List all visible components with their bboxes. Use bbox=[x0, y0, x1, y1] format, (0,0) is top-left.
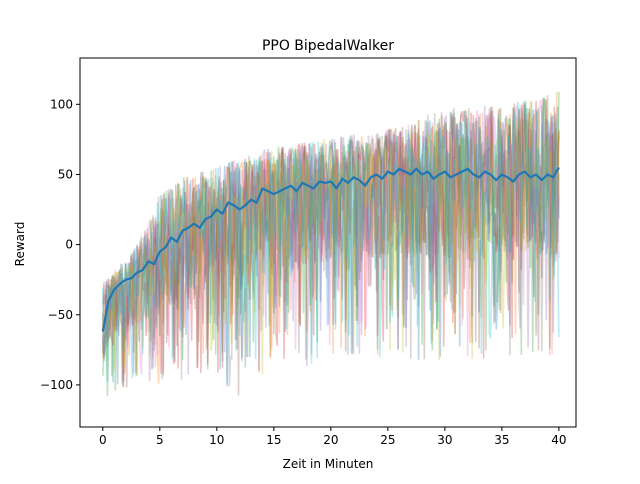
x-tick-label: 15 bbox=[266, 433, 281, 447]
background-run-line bbox=[102, 99, 560, 385]
background-run-line bbox=[102, 99, 560, 375]
y-tick-label: −50 bbox=[48, 308, 73, 322]
background-runs bbox=[102, 91, 560, 396]
y-axis-label: Reward bbox=[13, 222, 27, 267]
x-tick-label: 25 bbox=[380, 433, 395, 447]
y-tick-label: 0 bbox=[65, 238, 73, 252]
background-run-line bbox=[102, 106, 560, 387]
background-run-line bbox=[102, 97, 560, 396]
background-run-line bbox=[102, 101, 560, 387]
series-layer bbox=[101, 166, 560, 332]
background-run-line bbox=[102, 99, 560, 382]
x-tick-label: 0 bbox=[99, 433, 107, 447]
x-axis-ticks: 0 5 10 15 20 25 30 35 40 bbox=[99, 427, 567, 447]
background-run-line bbox=[102, 105, 560, 385]
plot-area-frame bbox=[79, 57, 577, 428]
x-tick-label: 10 bbox=[209, 433, 224, 447]
background-run-line bbox=[102, 100, 560, 378]
chart-title: PPO BipedalWalker bbox=[262, 38, 394, 54]
series-line bbox=[101, 166, 560, 332]
x-tick-label: 30 bbox=[437, 433, 452, 447]
background-run-line bbox=[102, 91, 560, 396]
background-run-line bbox=[102, 91, 560, 384]
x-tick-label: 35 bbox=[494, 433, 509, 447]
x-tick-label: 40 bbox=[551, 433, 566, 447]
x-tick-label: 20 bbox=[323, 433, 338, 447]
x-tick-label: 5 bbox=[156, 433, 164, 447]
y-axis-ticks: −100 −50 0 50 100 bbox=[40, 97, 80, 392]
y-tick-label: 100 bbox=[50, 97, 73, 111]
x-axis-label: Zeit in Minuten bbox=[283, 457, 374, 471]
y-tick-label: −100 bbox=[40, 378, 73, 392]
y-tick-label: 50 bbox=[58, 167, 73, 181]
